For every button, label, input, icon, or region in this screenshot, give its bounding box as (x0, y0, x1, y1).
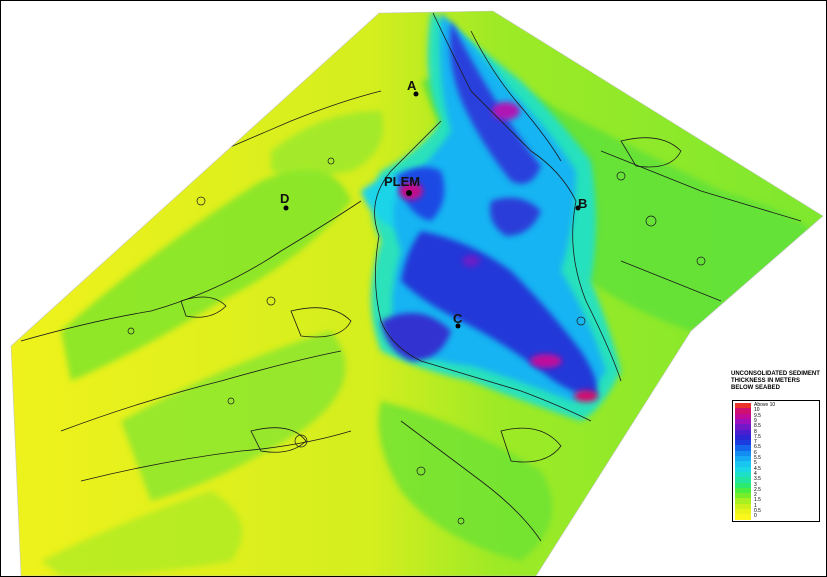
contour-lines (20, 12, 802, 542)
legend-swatch (735, 471, 751, 478)
legend-entry-label: 7 (754, 439, 757, 446)
legend-entry: 0 (735, 513, 817, 521)
legend-swatch (735, 461, 751, 468)
legend-entry: 6.5 (735, 444, 817, 452)
legend-swatch (735, 418, 751, 425)
legend-entry: 7.5 (735, 433, 817, 442)
site-c-marker (455, 323, 461, 329)
legend-entry: 7 (735, 439, 817, 447)
legend-swatch (735, 487, 751, 494)
legend-swatch (735, 403, 751, 409)
legend-entry: 10 (735, 407, 817, 415)
legend-swatch (735, 440, 751, 447)
legend-entry-label: 8 (754, 428, 757, 435)
legend-swatch (735, 509, 751, 515)
survey-boundary (10, 10, 824, 576)
legend-entry-label: 6 (754, 449, 757, 456)
legend-entry-label: 5 (754, 460, 757, 467)
legend-entry-label: 8.5 (754, 423, 761, 430)
legend-swatch (735, 498, 751, 505)
legend-entry: 6 (735, 449, 817, 458)
legend-swatch (735, 514, 751, 521)
legend-entry: 1 (735, 502, 817, 511)
site-a-marker (413, 91, 419, 97)
site-a-label: A (407, 78, 417, 93)
legend-entry: 9 (735, 417, 817, 426)
legend-entry: 4 (735, 470, 817, 479)
site-markers: A PLEM D B C (280, 78, 587, 329)
legend-entry-label: 6.5 (754, 444, 761, 451)
legend-entry-label: 4.5 (754, 465, 761, 472)
site-b-label: B (578, 196, 587, 211)
legend-swatch (735, 445, 751, 452)
legend-title: UNCONSOLIDATED SEDIMENT THICKNESS IN MET… (731, 371, 820, 391)
legend-entry: 4.5 (735, 465, 817, 474)
contour-spots (127, 157, 706, 525)
legend-entry-label: 0 (754, 513, 757, 520)
legend-entry-label: 1 (754, 502, 757, 509)
legend-swatch (735, 482, 751, 489)
legend-entry: 9.5 (735, 412, 817, 421)
legend-swatch (735, 466, 751, 473)
site-plem-label: PLEM (384, 174, 420, 189)
legend: Above 10 10 9.5 9 8.5 8 7.5 7 6.5 6 5.5 5 4.5 4 3.5 3 2.… (732, 400, 820, 522)
legend-entry-label: 10 (754, 407, 760, 414)
site-plem-marker (406, 190, 412, 196)
legend-entry: 5 (735, 460, 817, 468)
legend-entry-label: 1.5 (754, 497, 761, 504)
site-d-marker (283, 205, 289, 211)
legend-entry-label: 7.5 (754, 433, 761, 440)
legend-swatch (735, 493, 751, 500)
legend-swatch (735, 477, 751, 484)
legend-swatch (735, 450, 751, 457)
legend-entry-label: 3.5 (754, 476, 761, 483)
legend-entry-label: 0.5 (754, 508, 761, 514)
legend-entry: 2 (735, 492, 817, 500)
legend-entry: 3.5 (735, 476, 817, 484)
legend-swatch (735, 456, 751, 462)
legend-entry: 5.5 (735, 455, 817, 463)
legend-swatch (735, 429, 751, 436)
legend-entry-label: 9 (754, 417, 757, 424)
site-b-marker (575, 205, 581, 211)
legend-entry: 8 (735, 428, 817, 437)
legend-entry: Above 10 (735, 402, 817, 410)
legend-entry-label: 2.5 (754, 486, 761, 493)
legend-entry: 3 (735, 481, 817, 490)
legend-entry: 2.5 (735, 486, 817, 495)
legend-entry-label: 3 (754, 481, 757, 488)
legend-swatch (735, 408, 751, 415)
legend-entry-label: Above 10 (754, 402, 776, 408)
legend-swatch (735, 434, 751, 441)
legend-entry-label: 2 (754, 492, 757, 499)
site-d-label: D (280, 191, 289, 206)
legend-entry-label: 5.5 (754, 455, 761, 461)
legend-entry: 8.5 (735, 423, 817, 431)
legend-entry: 1.5 (735, 497, 817, 505)
legend-swatch (735, 503, 751, 510)
legend-swatch (735, 413, 751, 420)
legend-entry-label: 9.5 (754, 412, 761, 419)
legend-entry: 0.5 (735, 508, 817, 516)
legend-swatch (735, 424, 751, 431)
legend-entry-label: 4 (754, 470, 757, 477)
site-c-label: C (453, 311, 463, 326)
